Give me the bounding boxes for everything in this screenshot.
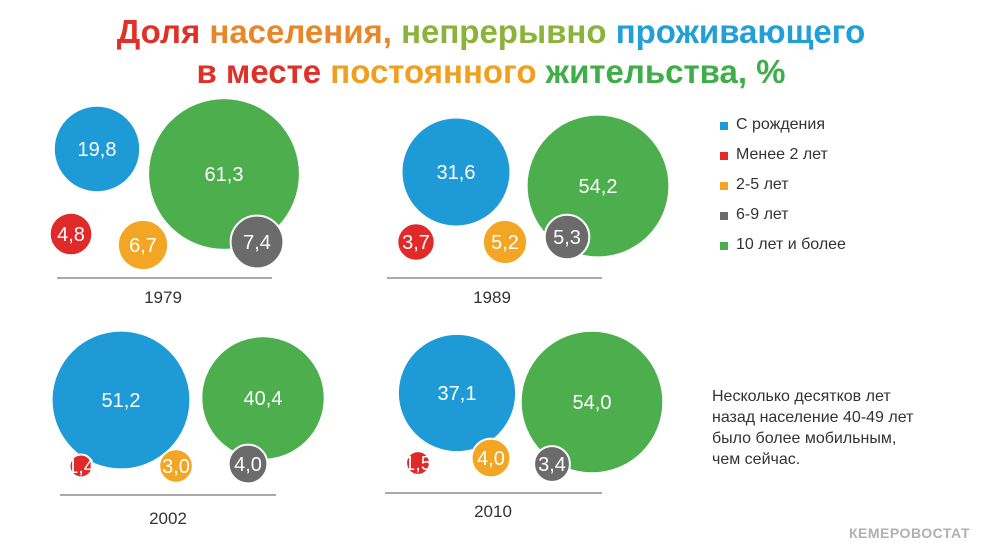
bubble	[519, 329, 665, 475]
bubble	[396, 222, 436, 262]
bubble-label: 31,6	[437, 162, 476, 184]
bubble	[52, 104, 142, 194]
legend-label: 2-5 лет	[736, 176, 789, 193]
legend-swatch	[720, 242, 728, 250]
bubble	[470, 437, 512, 479]
bubble-chart-2010: 54,0 37,1 1,5 4,0 3,4 2010	[385, 329, 665, 521]
source-label: КЕМЕРОВОСТАТ	[849, 525, 970, 541]
bubble	[396, 332, 518, 454]
chart-title: Доля населения, непрерывно проживающего …	[0, 12, 982, 92]
title-segment: населения,	[209, 13, 402, 50]
title-segment: в месте	[196, 53, 331, 90]
bubble-label: 3,7	[402, 232, 430, 254]
bubble	[400, 116, 512, 228]
legend-label: Менее 2 лет	[736, 146, 828, 163]
bubble-label: 5,3	[553, 227, 581, 249]
note-line: было более мобильным,	[712, 430, 897, 447]
bubble	[405, 450, 431, 476]
bubble	[48, 211, 94, 257]
bubble	[158, 448, 194, 484]
legend-swatch	[720, 212, 728, 220]
bubble	[50, 329, 192, 471]
legend-label: 10 лет и более	[736, 236, 846, 253]
bubble-label: 6,7	[129, 235, 157, 257]
bubble-label: 40,4	[244, 388, 283, 410]
bubble	[543, 213, 591, 261]
bubble-label: 3,4	[538, 454, 566, 476]
title-segment: жительства, %	[545, 53, 786, 90]
year-label: 2002	[149, 509, 187, 528]
title-segment: проживающего	[615, 13, 866, 50]
note-line: чем сейчас.	[712, 451, 801, 468]
bubble-label: 19,8	[78, 139, 117, 161]
bubble-label: 37,1	[438, 383, 477, 405]
bubble-label: 51,2	[102, 390, 141, 412]
year-label: 2010	[474, 502, 512, 521]
bubble	[481, 218, 529, 266]
year-label: 1979	[144, 288, 182, 307]
year-label: 1989	[473, 288, 511, 307]
title-segment: Доля	[116, 13, 210, 50]
legend-swatch	[720, 152, 728, 160]
bubble	[68, 453, 94, 479]
bubble	[147, 97, 301, 251]
note-line: назад население 40-49 лет	[712, 409, 914, 426]
bubble-label: 1,4	[67, 456, 95, 478]
bubble-chart-1979: 61,3 19,8 4,8 6,7 7,4 1979	[48, 97, 301, 307]
bubble-label: 1,5	[404, 453, 432, 475]
bubble-label: 7,4	[243, 232, 271, 254]
legend-label: 6-9 лет	[736, 206, 789, 223]
title-segment: постоянного	[330, 53, 546, 90]
legend-swatch	[720, 182, 728, 190]
bubble	[533, 445, 571, 483]
note-line: Несколько десятков лет	[712, 388, 891, 405]
title-line-2: в месте постоянного жительства, %	[0, 52, 982, 92]
bubble	[116, 218, 170, 272]
bubble-label: 4,0	[234, 454, 262, 476]
legend-swatch	[720, 122, 728, 130]
legend-label: С рождения	[736, 116, 825, 133]
note: Несколько десятков лет назад население 4…	[712, 386, 972, 470]
bubble-label: 4,8	[57, 224, 85, 246]
bubble-chart-1989: 54,2 31,6 3,7 5,2 5,3 1989	[387, 113, 671, 307]
bubble-label: 54,2	[579, 176, 618, 198]
bubble	[229, 214, 285, 270]
title-segment: непрерывно	[401, 13, 616, 50]
bubble-label: 5,2	[491, 232, 519, 254]
bubble-label: 3,0	[162, 456, 190, 478]
bubble-label: 4,0	[477, 448, 505, 470]
bubble-label: 61,3	[205, 164, 244, 186]
bubble-chart-2002: 40,4 51,2 1,4 3,0 4,0 2002	[50, 329, 326, 528]
bubble-label: 54,0	[573, 392, 612, 414]
bubble	[227, 443, 269, 485]
title-line-1: Доля населения, непрерывно проживающего	[0, 12, 982, 52]
